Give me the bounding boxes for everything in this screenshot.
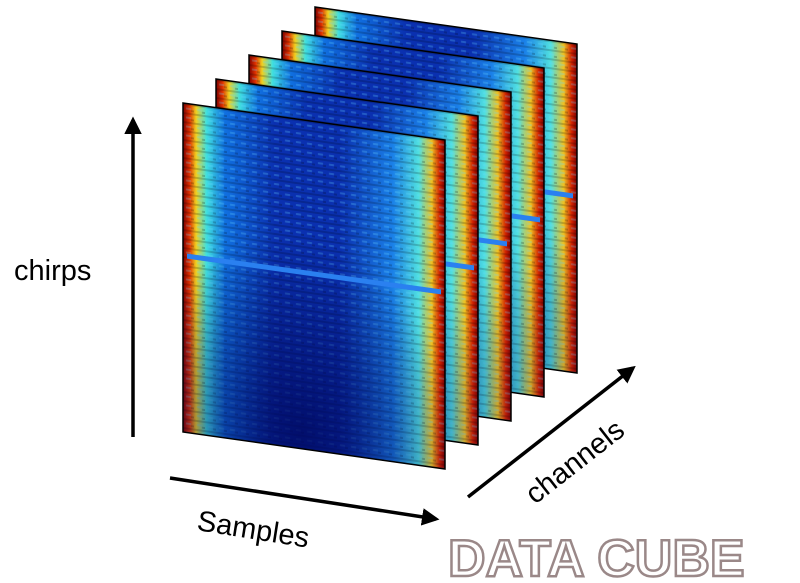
frame: [183, 103, 445, 469]
title: DATA CUBE: [448, 530, 745, 583]
chirps-label: chirps: [14, 255, 91, 287]
heatmap-frames: [183, 7, 577, 469]
data-cube-diagram: chirps Samples channels DATA CUBE: [0, 0, 800, 583]
samples-label: Samples: [195, 505, 311, 554]
channels-label: channels: [520, 414, 631, 511]
